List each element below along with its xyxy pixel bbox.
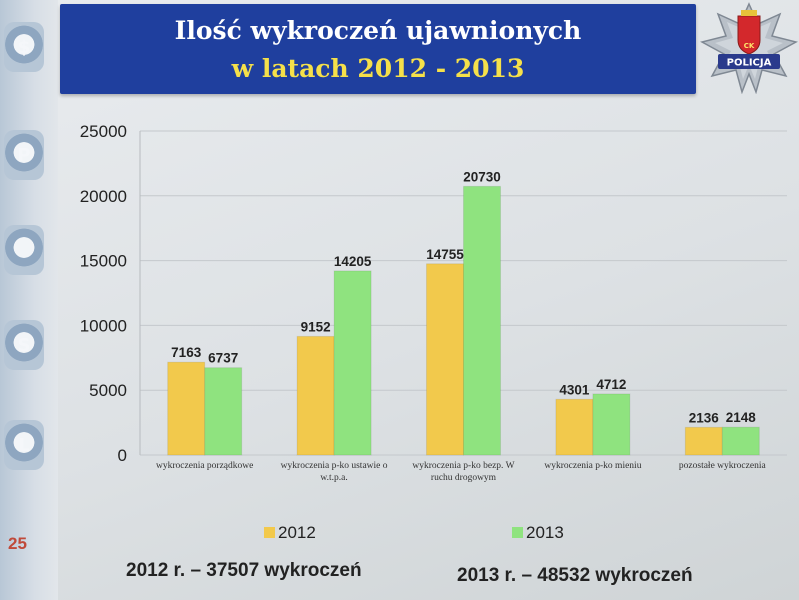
- summary-2012: 2012 r. – 37507 wykroczeń: [126, 560, 362, 581]
- strip-road-icon: [4, 225, 44, 275]
- x-tick-label: w.t.p.a.: [320, 473, 347, 483]
- bar-2012: [167, 361, 206, 456]
- strip-icon-glyph: $: [17, 36, 31, 58]
- x-tick-label: wykroczenia p-ko mieniu: [544, 461, 641, 471]
- legend-swatch-2012: [264, 527, 275, 538]
- y-tick-label: 25000: [80, 122, 127, 141]
- police-star-badge-icon: CK POLICJA: [700, 2, 798, 94]
- chart-title: Ilość wykroczeń ujawnionych: [174, 16, 582, 45]
- data-label: 14755: [426, 247, 464, 262]
- y-tick-label: 20000: [80, 187, 127, 206]
- data-label: 6737: [208, 351, 238, 366]
- left-decor-strip: $ P S L: [0, 0, 58, 600]
- x-tick-label: ruchu drogowym: [431, 473, 497, 483]
- badge-emblem-letters: CK: [744, 42, 755, 50]
- strip-parking-icon: P: [4, 130, 44, 180]
- badge-label-plate: [718, 54, 780, 69]
- x-tick-label: wykroczenia p-ko ustawie o: [281, 461, 388, 471]
- y-axis-ticks: 0 5000 10000 15000 20000 25000: [80, 122, 127, 465]
- bar-2013: [721, 426, 760, 456]
- data-label: 2148: [726, 410, 757, 425]
- bar-2013: [333, 270, 372, 456]
- bar-2012: [555, 398, 594, 456]
- strip-icon-glyph: S: [17, 334, 31, 356]
- chart-subtitle: w latach 2012 - 2013: [231, 54, 525, 83]
- data-label: 7163: [171, 345, 202, 360]
- data-label: 14205: [334, 254, 372, 269]
- x-axis-categories: wykroczenia porządkowe wykroczenia p-ko u…: [156, 461, 766, 483]
- strip-icon-glyph: L: [18, 434, 30, 456]
- bar-2013: [592, 393, 631, 456]
- bar-2012: [426, 263, 464, 456]
- legend: 2012 2013: [264, 523, 564, 542]
- x-tick-label: wykroczenia p-ko bezp. W: [412, 461, 514, 471]
- legend-label-2012: 2012: [278, 523, 316, 542]
- x-tick-label: pozostałe wykroczenia: [679, 461, 767, 471]
- badge-label: POLICJA: [727, 58, 772, 69]
- slide-number: 25: [8, 534, 27, 553]
- badge-crown-icon: [741, 10, 757, 16]
- y-tick-label: 15000: [80, 252, 127, 271]
- y-tick-label: 5000: [89, 381, 127, 400]
- badge-shield-icon: [737, 15, 761, 55]
- title-banner: Ilość wykroczeń ujawnionych w latach 201…: [60, 4, 696, 94]
- data-labels-layer: 7163 9152 14755 4301 2136 6737 14205 20730 4712 2…: [171, 169, 756, 425]
- x-tick-label: wykroczenia porządkowe: [156, 461, 253, 471]
- data-label: 9152: [301, 319, 331, 334]
- bar-2012: [684, 426, 723, 456]
- data-label: 2136: [689, 410, 720, 425]
- strip-l-icon: L: [4, 420, 44, 470]
- data-label: 4712: [596, 377, 626, 392]
- data-label: 20730: [463, 169, 501, 184]
- bar-2012: [296, 335, 335, 456]
- legend-swatch-2013: [512, 527, 523, 538]
- strip-s-icon: S: [4, 320, 44, 370]
- y-tick-label: 10000: [80, 316, 127, 335]
- bar-2013: [204, 367, 243, 456]
- bar-2013: [463, 185, 501, 456]
- legend-label-2013: 2013: [526, 523, 564, 542]
- bars-layer: [167, 185, 760, 456]
- data-label: 4301: [559, 382, 590, 397]
- summary-2013: 2013 r. – 48532 wykroczeń: [457, 565, 693, 586]
- strip-icon-glyph: P: [17, 144, 31, 166]
- y-tick-label: 0: [118, 446, 127, 465]
- strip-dollar-icon: $: [4, 22, 44, 72]
